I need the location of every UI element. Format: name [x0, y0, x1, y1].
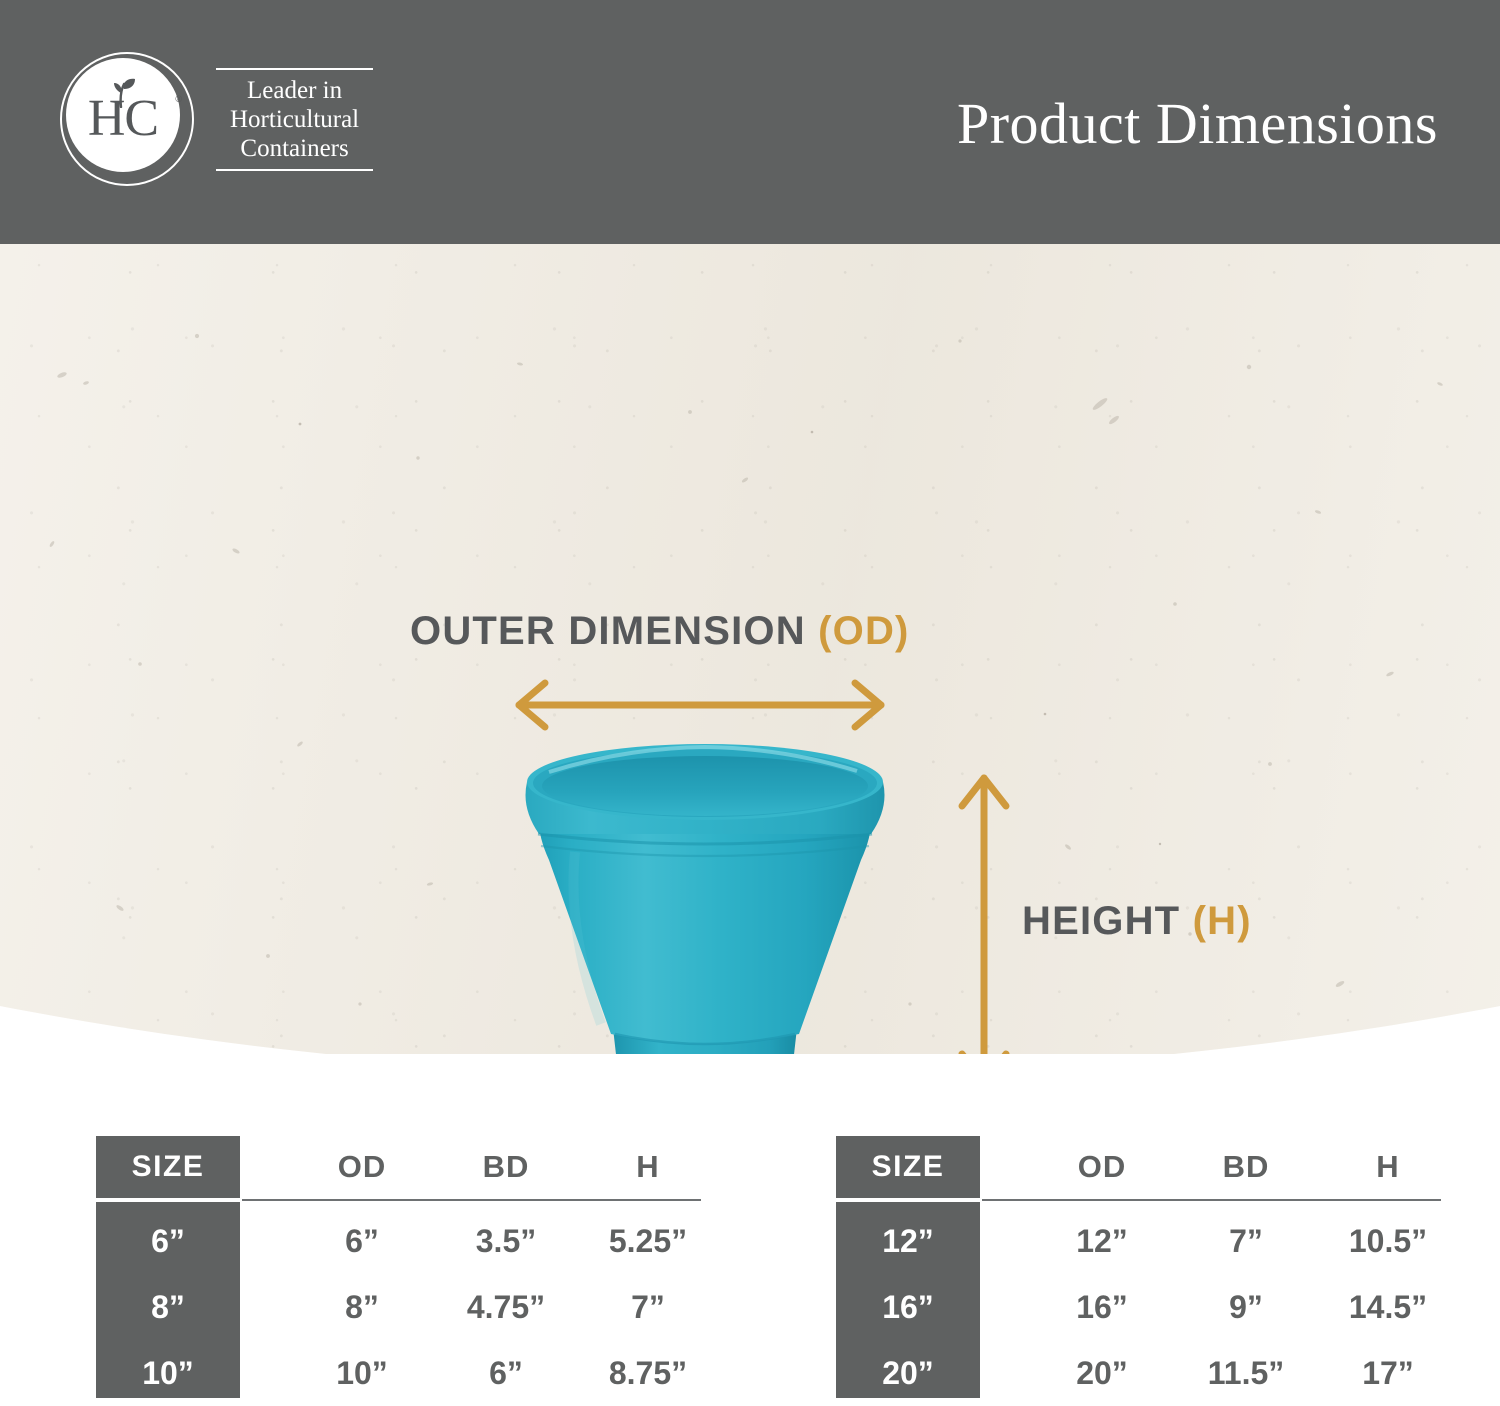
table-cell-h: 7” — [631, 1288, 665, 1325]
size-column-header-bg — [836, 1136, 980, 1198]
pot-ridge-line-1 — [537, 832, 873, 846]
table-row: 6” — [151, 1222, 185, 1259]
outer-dimension-arrow-icon — [515, 679, 885, 731]
column-header-h: H — [636, 1149, 660, 1184]
table-row: 20” — [882, 1354, 934, 1391]
column-header-size: SIZE — [131, 1150, 205, 1183]
header-bar: HC ® Leader in Horticultural Containers … — [0, 0, 1500, 244]
table-row: 8” — [151, 1288, 185, 1325]
page-title: Product Dimensions — [956, 91, 1438, 156]
height-label: HEIGHT (H) — [1022, 899, 1252, 944]
pot-ridge-line-2 — [540, 844, 870, 858]
table-row: 16” — [882, 1288, 934, 1325]
pot-lip-highlight — [548, 744, 858, 774]
registered-trademark-icon: ® — [175, 94, 182, 104]
leaf-sprout-icon — [107, 78, 141, 113]
tagline-line-3: Containers — [240, 134, 349, 162]
size-column-body-bg — [96, 1202, 240, 1398]
table-cell-bd: 4.75” — [466, 1288, 546, 1325]
outer-dimension-label-text: OUTER DIMENSION — [410, 609, 819, 653]
outer-dimension-abbr: (OD) — [818, 609, 910, 653]
table-cell-bd: 9” — [1229, 1288, 1263, 1325]
brand-tagline: Leader in Horticultural Containers — [216, 67, 374, 171]
table-header-rule — [242, 1199, 701, 1201]
table-cell-bd: 7” — [1229, 1222, 1263, 1259]
brand-logo: HC ® Leader in Horticultural Containers — [60, 52, 374, 186]
table-row: 10” — [142, 1354, 194, 1391]
size-column-body-bg — [836, 1202, 980, 1398]
outer-dimension-label: OUTER DIMENSION (OD) — [410, 609, 910, 654]
column-header-size: SIZE — [871, 1150, 945, 1183]
table-cell-bd: 11.5” — [1207, 1354, 1285, 1391]
saucer-seam-line — [614, 1032, 796, 1046]
column-header-bd: BD — [482, 1149, 530, 1184]
column-header-bd: BD — [1222, 1149, 1270, 1184]
tagline-line-2: Horticultural — [230, 105, 360, 133]
table-cell-od: 20” — [1076, 1354, 1128, 1391]
height-label-text: HEIGHT — [1022, 899, 1193, 943]
pot-body — [538, 806, 872, 1044]
table-cell-bd: 6” — [489, 1354, 523, 1391]
table-cell-bd: 3.5” — [475, 1222, 537, 1259]
table-header-rule — [982, 1199, 1441, 1201]
table-row: 12” — [882, 1222, 934, 1259]
table-cell-od: 12” — [1076, 1222, 1128, 1259]
logo-inner-disc — [66, 58, 180, 172]
pot-body-highlight — [568, 851, 606, 1026]
hero-diagram-panel: OUTER DIMENSION (OD) — [0, 244, 1500, 1054]
height-abbr: (H) — [1192, 899, 1252, 943]
pot-opening — [542, 756, 868, 816]
table-cell-h: 10.5” — [1348, 1222, 1428, 1259]
column-header-od: OD — [337, 1149, 387, 1184]
logo-outer-ring — [60, 52, 194, 186]
table-cell-od: 10” — [336, 1354, 388, 1391]
size-table-small: SIZE OD BD H 6” 6” 3.5” 5.25” 8” 8” 4.75… — [96, 1136, 701, 1398]
size-table-large: SIZE OD BD H 12” 12” 7” 10.5” 16” 16” 9”… — [836, 1136, 1441, 1398]
table-cell-h: 8.75” — [608, 1354, 688, 1391]
table-cell-h: 17” — [1362, 1354, 1414, 1391]
tagline-line-1: Leader in — [247, 76, 343, 104]
table-cell-od: 16” — [1076, 1288, 1128, 1325]
table-cell-h: 14.5” — [1348, 1288, 1428, 1325]
logo-monogram: HC — [87, 89, 159, 147]
height-arrow-icon — [958, 774, 1010, 1054]
column-header-h: H — [1376, 1149, 1400, 1184]
flower-pot-illustration — [525, 744, 885, 1054]
column-header-od: OD — [1077, 1149, 1127, 1184]
table-cell-od: 8” — [345, 1288, 379, 1325]
hc-logo-icon: HC ® — [60, 52, 194, 186]
table-cell-h: 5.25” — [608, 1222, 688, 1259]
size-column-header-bg — [96, 1136, 240, 1198]
table-cell-od: 6” — [345, 1222, 379, 1259]
